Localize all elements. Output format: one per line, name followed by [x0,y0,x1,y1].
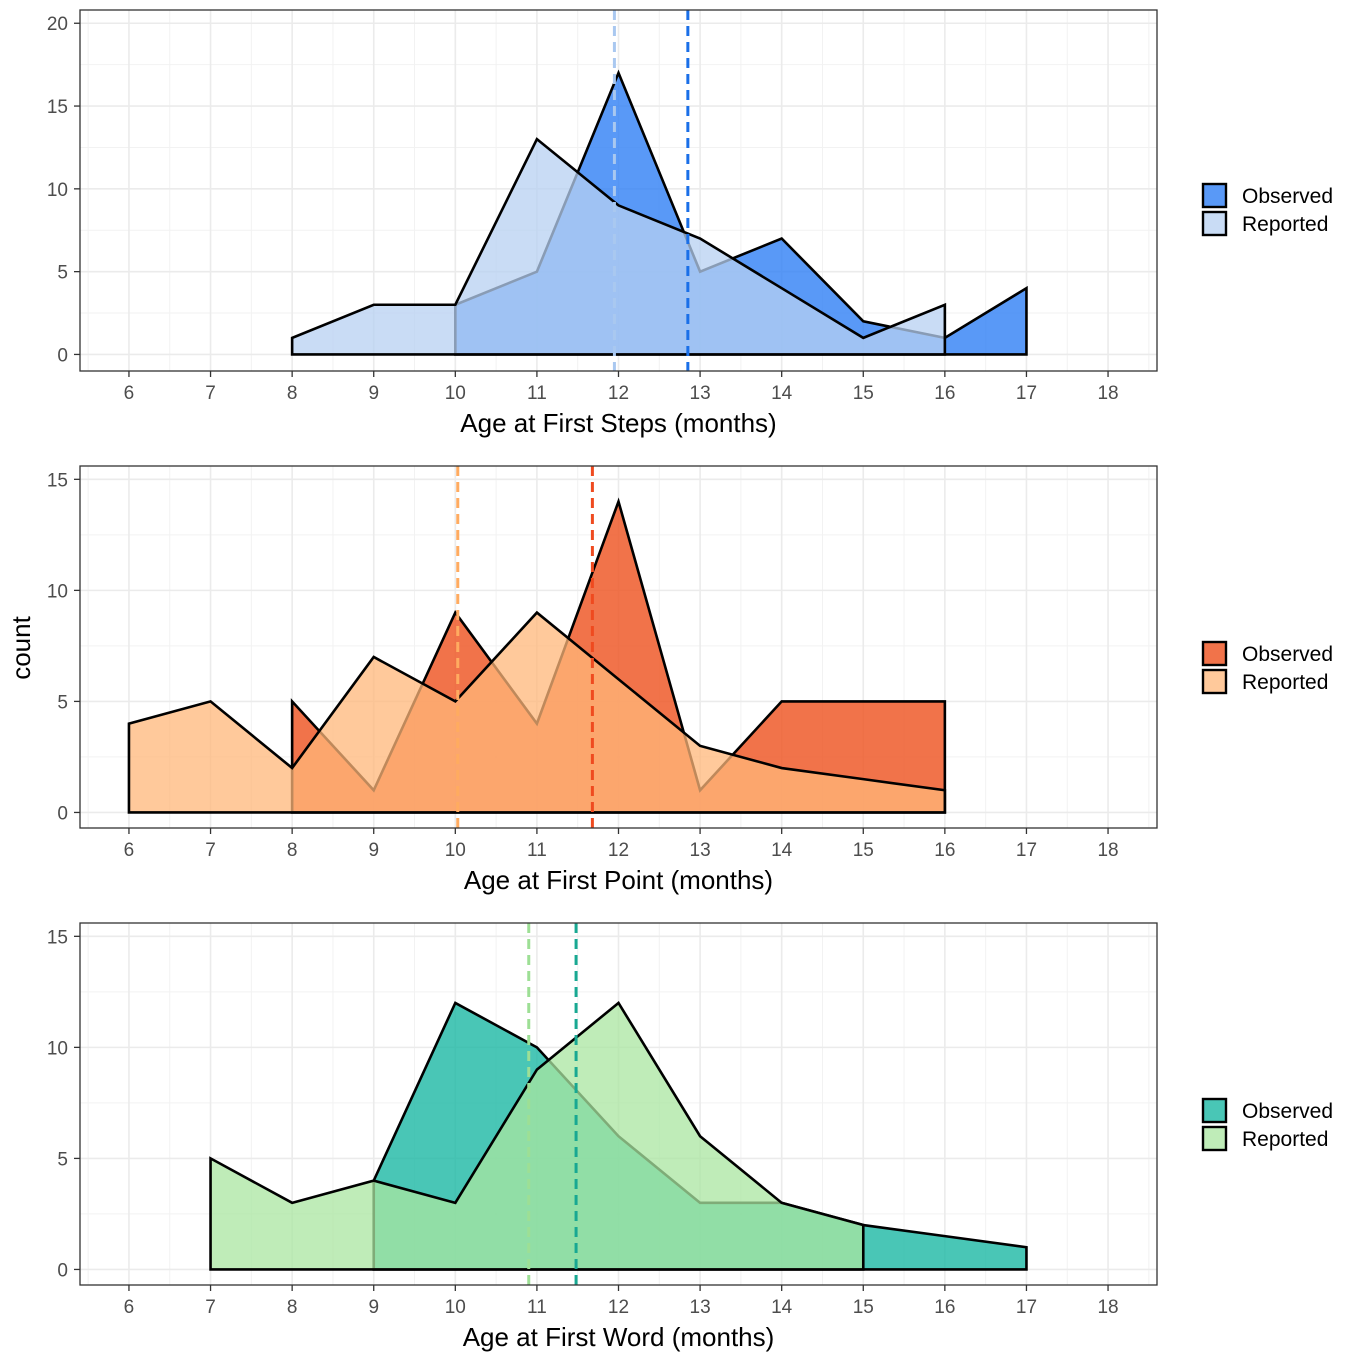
x-tick-label: 9 [368,1297,379,1318]
legend-label-observed: Observed [1242,185,1333,208]
x-tick-label: 9 [368,840,379,861]
x-axis-title: Age at First Word (months) [463,1322,775,1352]
x-tick-label: 9 [368,383,379,404]
legend-key-reported [1201,1125,1228,1152]
y-tick-label: 0 [57,803,68,824]
legend-label-observed: Observed [1242,643,1333,666]
panel-2: 6 7 8 9 10 11 12 13 14 15 16 17 18 0 5 10 15 Age at First… [47,465,1158,895]
area-reported [127,610,947,814]
legend-label-observed: Observed [1242,1100,1333,1123]
legend-label-reported: Reported [1242,671,1328,694]
legend-key-reported [1201,210,1228,237]
x-tick-label: 8 [287,840,298,861]
x-tick-label: 15 [853,840,874,861]
x-tick-label: 6 [124,840,135,861]
x-tick-label: 13 [690,840,711,861]
legend-3: Observed Reported [1201,1097,1333,1152]
area-reported [209,1001,865,1271]
x-tick-label: 18 [1097,840,1118,861]
y-tick-label: 15 [47,97,68,118]
x-tick-label: 6 [124,1297,135,1318]
y-tick-label: 5 [57,263,68,284]
x-axis-title: Age at First Steps (months) [460,408,776,438]
x-tick-label: 16 [934,840,955,861]
x-tick-label: 10 [445,383,466,404]
y-tick-label: 15 [47,927,68,948]
x-tick-label: 12 [608,1297,629,1318]
legend-2: Observed Reported [1201,640,1333,695]
legend-label-reported: Reported [1242,1128,1328,1151]
x-tick-label: 6 [124,383,135,404]
x-tick-label: 17 [1016,840,1037,861]
legend-key-observed [1201,640,1228,667]
panel-1: 6 7 8 9 10 11 12 13 14 15 16 17 18 0 5 10 15 20 Age at Fir… [47,9,1158,438]
x-tick-label: 7 [205,1297,216,1318]
x-tick-label: 15 [853,383,874,404]
x-tick-label: 14 [771,1297,793,1318]
legend-key-reported [1201,668,1228,695]
y-tick-label: 0 [57,1260,68,1281]
x-tick-label: 7 [205,840,216,861]
panel-3: 6 7 8 9 10 11 12 13 14 15 16 17 18 0 5 10 15 Age at First… [47,922,1158,1352]
legend-key-observed [1201,1097,1228,1124]
x-tick-label: 15 [853,1297,874,1318]
x-tick-label: 12 [608,840,629,861]
y-tick-label: 10 [47,180,68,201]
x-tick-label: 10 [445,1297,466,1318]
area-reported [290,137,947,356]
legend-1: Observed Reported [1201,182,1333,237]
x-tick-label: 14 [771,840,793,861]
y-tick-label: 20 [47,14,68,35]
y-tick-label: 10 [47,1038,68,1059]
y-tick-label: 0 [57,345,68,366]
x-tick-label: 18 [1097,383,1118,404]
y-tick-label: 10 [47,581,68,602]
x-tick-label: 8 [287,383,298,404]
x-tick-label: 12 [608,383,629,404]
x-tick-label: 16 [934,383,955,404]
shared-y-axis-label: count [6,615,36,679]
x-tick-label: 8 [287,1297,298,1318]
x-tick-label: 16 [934,1297,955,1318]
x-tick-label: 11 [527,840,547,861]
legend-key-observed [1201,182,1228,209]
y-tick-label: 5 [57,692,68,713]
x-tick-label: 11 [527,1297,547,1318]
x-tick-label: 13 [690,1297,711,1318]
x-tick-label: 10 [445,840,466,861]
x-tick-label: 7 [205,383,216,404]
legend-label-reported: Reported [1242,213,1328,236]
y-tick-label: 15 [47,470,68,491]
x-tick-label: 17 [1016,383,1037,404]
x-tick-label: 17 [1016,1297,1037,1318]
x-axis-title: Age at First Point (months) [464,865,773,895]
x-tick-label: 11 [527,383,547,404]
y-tick-label: 5 [57,1149,68,1170]
x-tick-label: 13 [690,383,711,404]
x-tick-label: 14 [771,383,793,404]
x-tick-label: 18 [1097,1297,1118,1318]
